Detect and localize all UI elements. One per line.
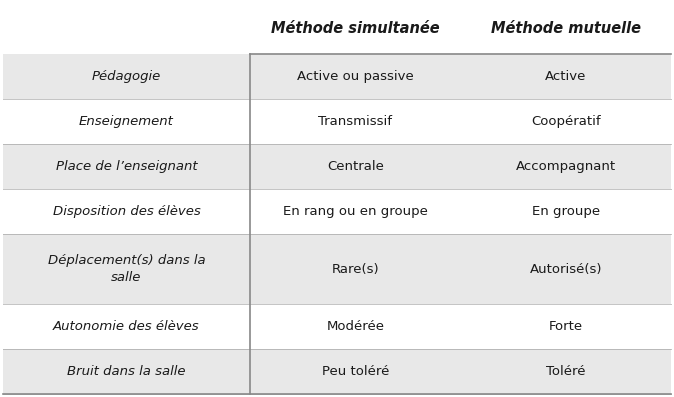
Text: Active ou passive: Active ou passive: [297, 70, 414, 83]
Bar: [460, 189, 671, 234]
Bar: [250, 304, 460, 349]
Text: Centrale: Centrale: [327, 160, 384, 173]
Text: Méthode mutuelle: Méthode mutuelle: [491, 21, 641, 36]
Bar: [250, 144, 460, 189]
Text: Toléré: Toléré: [546, 365, 586, 378]
Text: Pédagogie: Pédagogie: [92, 70, 161, 83]
Text: Autorisé(s): Autorisé(s): [530, 262, 602, 276]
Bar: [250, 54, 460, 99]
Bar: [3, 144, 250, 189]
Text: Peu toléré: Peu toléré: [321, 365, 389, 378]
Bar: [460, 99, 671, 144]
Bar: [250, 234, 460, 304]
Bar: [250, 99, 460, 144]
Bar: [460, 304, 671, 349]
Bar: [3, 234, 250, 304]
Text: Transmissif: Transmissif: [318, 115, 392, 128]
Text: Bruit dans la salle: Bruit dans la salle: [67, 365, 186, 378]
Text: Place de l’enseignant: Place de l’enseignant: [56, 160, 197, 173]
Bar: [3, 304, 250, 349]
Text: Accompagnant: Accompagnant: [516, 160, 616, 173]
Text: Autonomie des élèves: Autonomie des élèves: [53, 320, 200, 333]
Text: Modérée: Modérée: [326, 320, 384, 333]
Bar: [3, 189, 250, 234]
Text: En groupe: En groupe: [532, 205, 600, 218]
Text: Disposition des élèves: Disposition des élèves: [53, 205, 200, 218]
Text: Forte: Forte: [549, 320, 583, 333]
Bar: [250, 189, 460, 234]
Text: En rang ou en groupe: En rang ou en groupe: [283, 205, 428, 218]
Text: Enseignement: Enseignement: [79, 115, 174, 128]
Bar: [460, 349, 671, 394]
Bar: [460, 144, 671, 189]
Bar: [460, 234, 671, 304]
Text: Active: Active: [545, 70, 586, 83]
Text: Coopératif: Coopératif: [531, 115, 601, 128]
Text: Méthode simultanée: Méthode simultanée: [271, 21, 439, 36]
Text: Déplacement(s) dans la
salle: Déplacement(s) dans la salle: [48, 254, 206, 284]
Bar: [3, 54, 250, 99]
Bar: [3, 99, 250, 144]
Bar: [460, 54, 671, 99]
Bar: [3, 349, 250, 394]
Text: Rare(s): Rare(s): [332, 262, 379, 276]
Bar: [250, 349, 460, 394]
